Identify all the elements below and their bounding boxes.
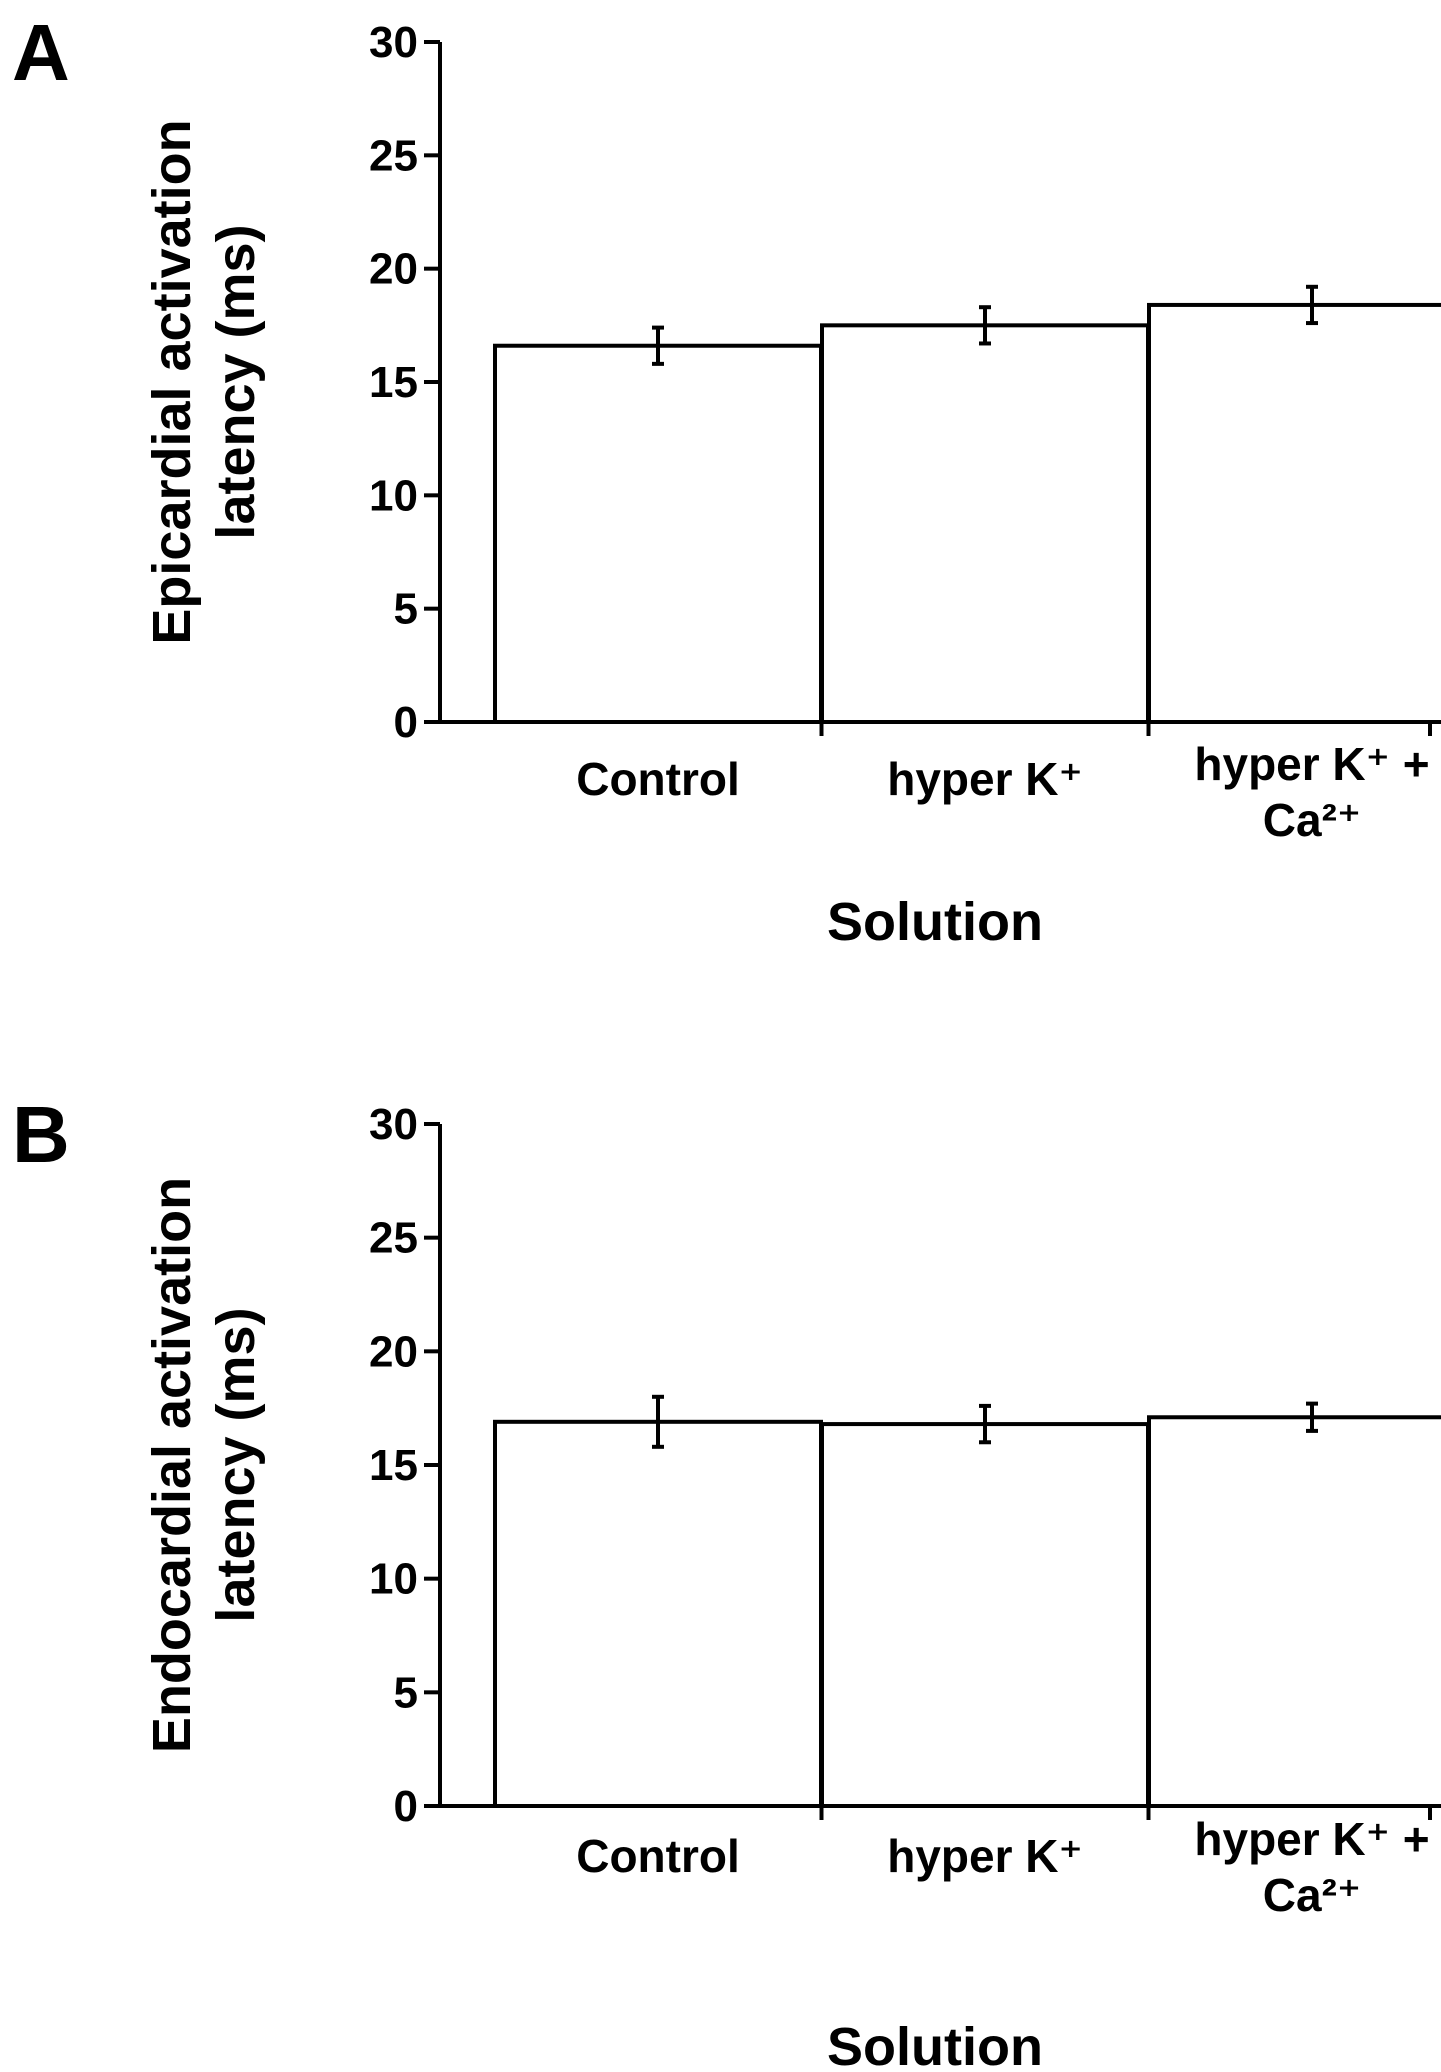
y-tick-label: 30 <box>369 1100 418 1149</box>
y-tick-label: 25 <box>369 131 418 180</box>
y-axis-title-line: Endocardial activation <box>142 1177 202 1753</box>
y-tick-label: 20 <box>369 1327 418 1376</box>
x-category-label-line: Control <box>576 753 740 805</box>
x-category-label: Control <box>576 1830 740 1882</box>
y-axis-title: Epicardial activationlatency (ms) <box>142 119 266 644</box>
bar <box>1147 302 1441 724</box>
x-category-label: hyper K⁺ + Ca²⁺ <box>1194 1813 1429 1921</box>
y-tick-label: 15 <box>369 358 418 407</box>
bar <box>820 323 1150 724</box>
x-category-label-line: Ca²⁺ <box>1263 794 1361 846</box>
y-tick-label: 15 <box>369 1441 418 1490</box>
x-axis-title: Solution <box>827 2017 1043 2072</box>
panel-letter: B <box>12 1090 70 1179</box>
panel-b: B 0 5 10 15 20 25 30 Control hyper K⁺ hyper K⁺ + Ca… <box>12 1090 1441 2072</box>
x-category-label-line: hyper K⁺ + <box>1194 738 1429 790</box>
x-category-label: hyper K⁺ <box>887 1830 1083 1882</box>
panel-letter: A <box>12 8 70 97</box>
y-axis-title-line: latency (ms) <box>206 224 266 539</box>
y-tick-label: 25 <box>369 1214 418 1263</box>
x-category-label-line: hyper K⁺ <box>887 753 1083 805</box>
y-tick-label: 0 <box>394 1782 418 1831</box>
x-category-label-line: hyper K⁺ + <box>1194 1813 1429 1865</box>
x-category-label-line: hyper K⁺ <box>887 1830 1083 1882</box>
bar <box>820 1422 1150 1808</box>
y-tick-label: 5 <box>394 1668 418 1717</box>
y-tick-label: 0 <box>394 698 418 747</box>
y-tick-label: 10 <box>369 1555 418 1604</box>
y-axis-title-line: latency (ms) <box>206 1307 266 1622</box>
x-category-label: hyper K⁺ <box>887 753 1083 805</box>
y-tick-label: 20 <box>369 245 418 294</box>
y-axis-title: Endocardial activationlatency (ms) <box>142 1177 266 1753</box>
bar <box>493 343 823 724</box>
x-axis-title: Solution <box>827 892 1043 952</box>
bar <box>493 1419 823 1808</box>
y-tick-label: 5 <box>394 585 418 634</box>
x-category-label: Control <box>576 753 740 805</box>
bar <box>1147 1415 1441 1808</box>
x-category-label-line: Ca²⁺ <box>1263 1869 1361 1921</box>
panel-a: A 0 5 10 15 20 25 30 Control hyper K⁺ hyper K⁺ + Ca… <box>12 8 1441 952</box>
y-axis-title-line: Epicardial activation <box>142 119 202 644</box>
y-tick-label: 30 <box>369 18 418 67</box>
y-tick-label: 10 <box>369 471 418 520</box>
x-category-label: hyper K⁺ + Ca²⁺ <box>1194 738 1429 846</box>
x-category-label-line: Control <box>576 1830 740 1882</box>
